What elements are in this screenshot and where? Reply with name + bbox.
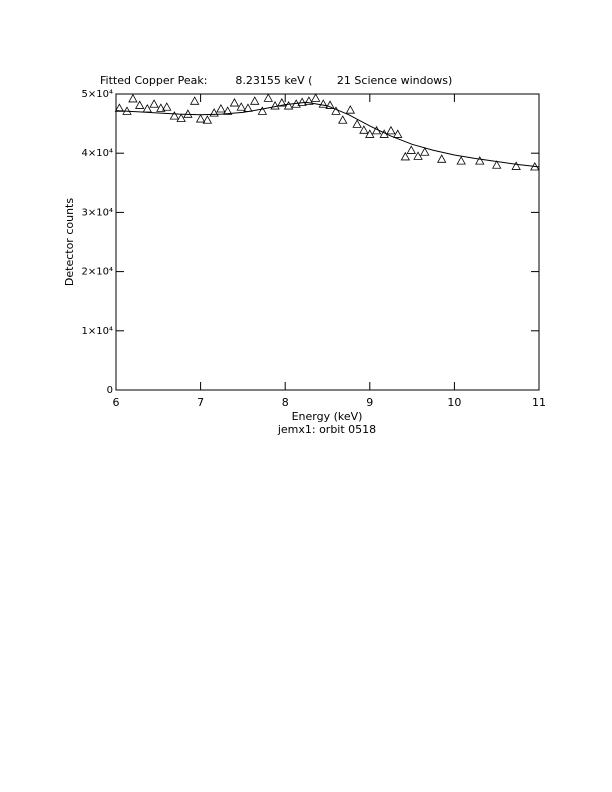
data-point <box>413 151 423 160</box>
data-point <box>135 100 145 109</box>
data-point <box>400 151 411 161</box>
plot-frame <box>115 93 540 391</box>
data-point <box>345 105 356 114</box>
data-point <box>189 96 200 105</box>
x-axis-label: Energy (keV) <box>292 410 363 423</box>
data-point <box>283 101 294 110</box>
data-point <box>236 102 246 111</box>
y-axis-label: Detector counts <box>63 198 76 286</box>
data-point <box>437 154 447 163</box>
data-point <box>352 119 362 128</box>
data-point <box>222 106 233 115</box>
data-point <box>406 145 416 154</box>
data-point <box>216 103 226 113</box>
y-tick-label: 0 <box>107 385 113 396</box>
data-point <box>114 103 125 112</box>
data-point <box>386 125 396 135</box>
x-tick-label: 6 <box>113 396 120 409</box>
data-point <box>338 115 348 124</box>
data-point <box>318 99 328 108</box>
y-tick-label: 2×10⁴ <box>82 267 113 278</box>
data-point <box>277 98 287 107</box>
fit-line <box>115 101 540 168</box>
data-point <box>263 93 273 102</box>
data-point <box>492 160 502 169</box>
data-point <box>359 125 369 134</box>
y-tick-label: 4×10⁴ <box>82 148 113 159</box>
data-point <box>365 129 375 138</box>
data-point <box>310 93 321 102</box>
data-point <box>297 97 307 106</box>
data-point <box>149 99 159 108</box>
y-tick-label: 5×10⁴ <box>82 89 113 100</box>
x-tick-label: 11 <box>532 396 546 409</box>
x-tick-label: 7 <box>197 396 204 409</box>
data-point <box>156 103 166 112</box>
data-point <box>209 108 219 117</box>
subtitle: jemx1: orbit 0518 <box>277 423 376 436</box>
data-point <box>325 100 335 109</box>
data-point <box>456 156 466 165</box>
data-point <box>183 109 193 118</box>
x-tick-label: 8 <box>282 396 289 409</box>
y-tick-label: 3×10⁴ <box>82 207 113 218</box>
data-point <box>257 106 268 115</box>
data-point <box>169 111 180 120</box>
data-point <box>250 96 260 105</box>
y-tick-label: 1×10⁴ <box>82 326 113 337</box>
data-point <box>195 114 206 123</box>
x-tick-label: 9 <box>366 396 373 409</box>
data-point <box>304 96 314 105</box>
data-point <box>475 156 485 165</box>
chart-title: Fitted Copper Peak: 8.23155 keV ( 21 Sci… <box>100 74 452 87</box>
data-point <box>420 147 430 156</box>
data-point <box>393 129 403 138</box>
data-point <box>270 101 280 110</box>
data-point <box>162 102 172 111</box>
data-point <box>176 113 186 122</box>
x-tick-label: 10 <box>447 396 461 409</box>
data-point <box>202 115 213 124</box>
data-point <box>229 98 240 107</box>
data-point <box>511 161 521 170</box>
data-point <box>128 93 138 103</box>
